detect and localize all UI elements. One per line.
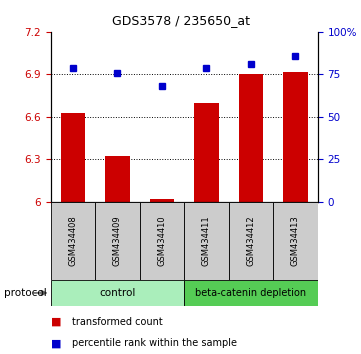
Bar <box>184 202 229 280</box>
Text: control: control <box>99 288 135 298</box>
Text: GSM434413: GSM434413 <box>291 215 300 266</box>
Text: protocol: protocol <box>4 288 46 298</box>
Text: ■: ■ <box>51 317 61 327</box>
Bar <box>51 280 184 306</box>
Bar <box>105 156 130 202</box>
Bar <box>51 202 95 280</box>
Bar <box>140 202 184 280</box>
Bar <box>283 72 308 202</box>
Text: beta-catenin depletion: beta-catenin depletion <box>195 288 306 298</box>
Bar <box>229 202 273 280</box>
Bar <box>149 199 174 202</box>
Text: GSM434411: GSM434411 <box>202 215 211 266</box>
Bar <box>194 103 219 202</box>
Text: GSM434409: GSM434409 <box>113 215 122 266</box>
Bar <box>95 202 140 280</box>
Bar <box>273 202 318 280</box>
Text: GSM434408: GSM434408 <box>68 215 77 266</box>
Text: ■: ■ <box>51 338 61 348</box>
Text: transformed count: transformed count <box>72 317 163 327</box>
Bar <box>239 74 263 202</box>
Text: percentile rank within the sample: percentile rank within the sample <box>72 338 237 348</box>
Text: GSM434412: GSM434412 <box>247 215 255 266</box>
Bar <box>61 113 85 202</box>
Text: GSM434410: GSM434410 <box>157 215 166 266</box>
Bar <box>184 280 318 306</box>
Text: GDS3578 / 235650_at: GDS3578 / 235650_at <box>112 14 249 27</box>
